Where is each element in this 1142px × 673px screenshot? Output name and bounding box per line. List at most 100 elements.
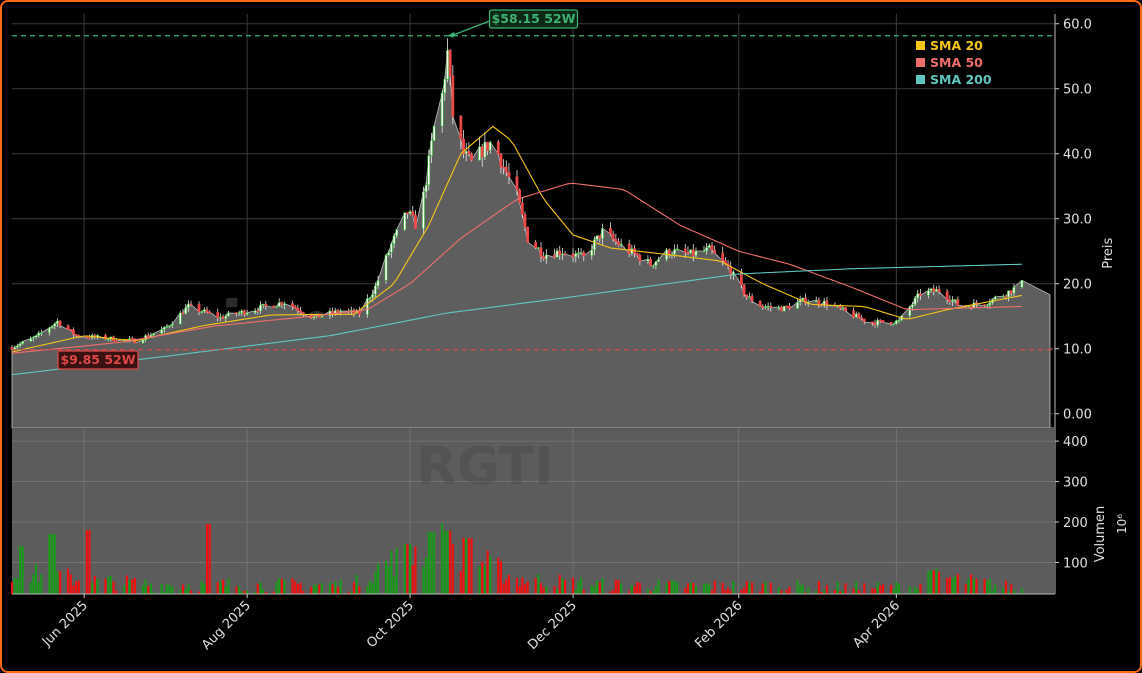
candle-body (392, 235, 396, 245)
volume-bar (1004, 580, 1007, 594)
candle-body (988, 302, 992, 306)
candlestick (427, 149, 431, 191)
candle-body (331, 310, 334, 314)
candle-body (446, 49, 449, 80)
volume-bar (740, 589, 743, 594)
candlestick (184, 304, 188, 315)
candle-body (448, 49, 452, 77)
candlestick (365, 294, 369, 318)
volume-bar (16, 578, 19, 594)
volume-bar (409, 544, 412, 594)
candlestick (675, 244, 679, 251)
candle-body (181, 312, 185, 315)
candlestick (769, 302, 773, 312)
candle-body (499, 153, 503, 168)
volume-bar (254, 591, 257, 594)
candlestick (504, 160, 508, 177)
candlestick (686, 246, 690, 256)
candlestick (387, 249, 391, 257)
volume-bar (743, 587, 746, 594)
candlestick (777, 305, 781, 311)
volume-bar (403, 544, 406, 594)
volume-bar (29, 582, 32, 594)
volume-bar (368, 580, 372, 594)
candlestick (844, 307, 847, 312)
candlestick (451, 65, 455, 125)
volume-bar (975, 578, 978, 594)
candle-body (390, 243, 393, 253)
candle-body (956, 299, 960, 306)
legend-label: SMA 20 (930, 38, 983, 53)
volume-bar (927, 570, 930, 594)
volume-bar (694, 585, 698, 594)
candlestick (296, 304, 300, 315)
candlestick (253, 308, 257, 315)
candle-body (707, 245, 711, 248)
candlestick (72, 327, 75, 338)
candlestick (205, 306, 209, 314)
candle-body (424, 184, 428, 193)
candlestick (764, 304, 767, 310)
volume-bar (459, 571, 462, 594)
volume-bar (801, 584, 804, 594)
candle-body (627, 243, 631, 254)
price-axis-title: Preis (1101, 237, 1116, 268)
volume-bar (916, 588, 919, 594)
volume-bar (732, 581, 735, 594)
candle-body (983, 304, 986, 306)
volume-bar (34, 563, 38, 594)
candle-body (502, 166, 505, 169)
volume-bar (40, 574, 43, 594)
candle-body (758, 300, 762, 307)
volume-bar (705, 583, 708, 594)
volume-bar (796, 579, 799, 594)
candle-body (985, 304, 989, 307)
candlestick (539, 242, 543, 263)
candlestick (705, 242, 709, 255)
candle-body (520, 202, 524, 215)
volume-bar (443, 530, 446, 594)
candlestick (683, 244, 687, 259)
volume-bar (799, 585, 802, 594)
volume-bar (144, 579, 147, 594)
candlestick (788, 303, 791, 310)
low-52w-label: $9.85 52W (60, 352, 135, 367)
volume-bar (427, 532, 430, 594)
volume-bar (133, 578, 136, 594)
candle-body (614, 238, 618, 242)
candlestick (200, 310, 204, 314)
candlestick (69, 329, 73, 331)
candle-body (395, 229, 399, 237)
candlestick (462, 130, 465, 159)
volume-bar (347, 591, 350, 594)
candlestick (526, 226, 530, 243)
candlestick (502, 159, 505, 175)
candle-body (817, 299, 821, 305)
volume-bar (574, 589, 577, 594)
volume-bar (227, 578, 230, 594)
volume-bar (489, 556, 492, 594)
legend-swatch (916, 58, 925, 67)
candle-body (860, 317, 863, 320)
candlestick (168, 324, 172, 329)
volume-bar (256, 583, 259, 594)
volume-bar (804, 592, 807, 594)
volume-bar (542, 587, 545, 594)
volume-bar (125, 575, 128, 594)
volume-bar (296, 583, 299, 594)
candle-body (165, 326, 169, 328)
candlestick (186, 300, 190, 313)
candle-body (889, 322, 893, 325)
volume-bar (863, 583, 866, 594)
candle-body (208, 311, 212, 314)
candle-body (146, 335, 150, 338)
candle-body (371, 294, 375, 299)
volume-bar (115, 590, 118, 594)
candlestick (1007, 290, 1010, 302)
candle-body (50, 325, 54, 329)
candlestick (854, 311, 858, 318)
candlestick (657, 256, 660, 263)
candle-body (373, 285, 377, 295)
candle-body (235, 312, 238, 315)
candle-body (507, 172, 511, 178)
